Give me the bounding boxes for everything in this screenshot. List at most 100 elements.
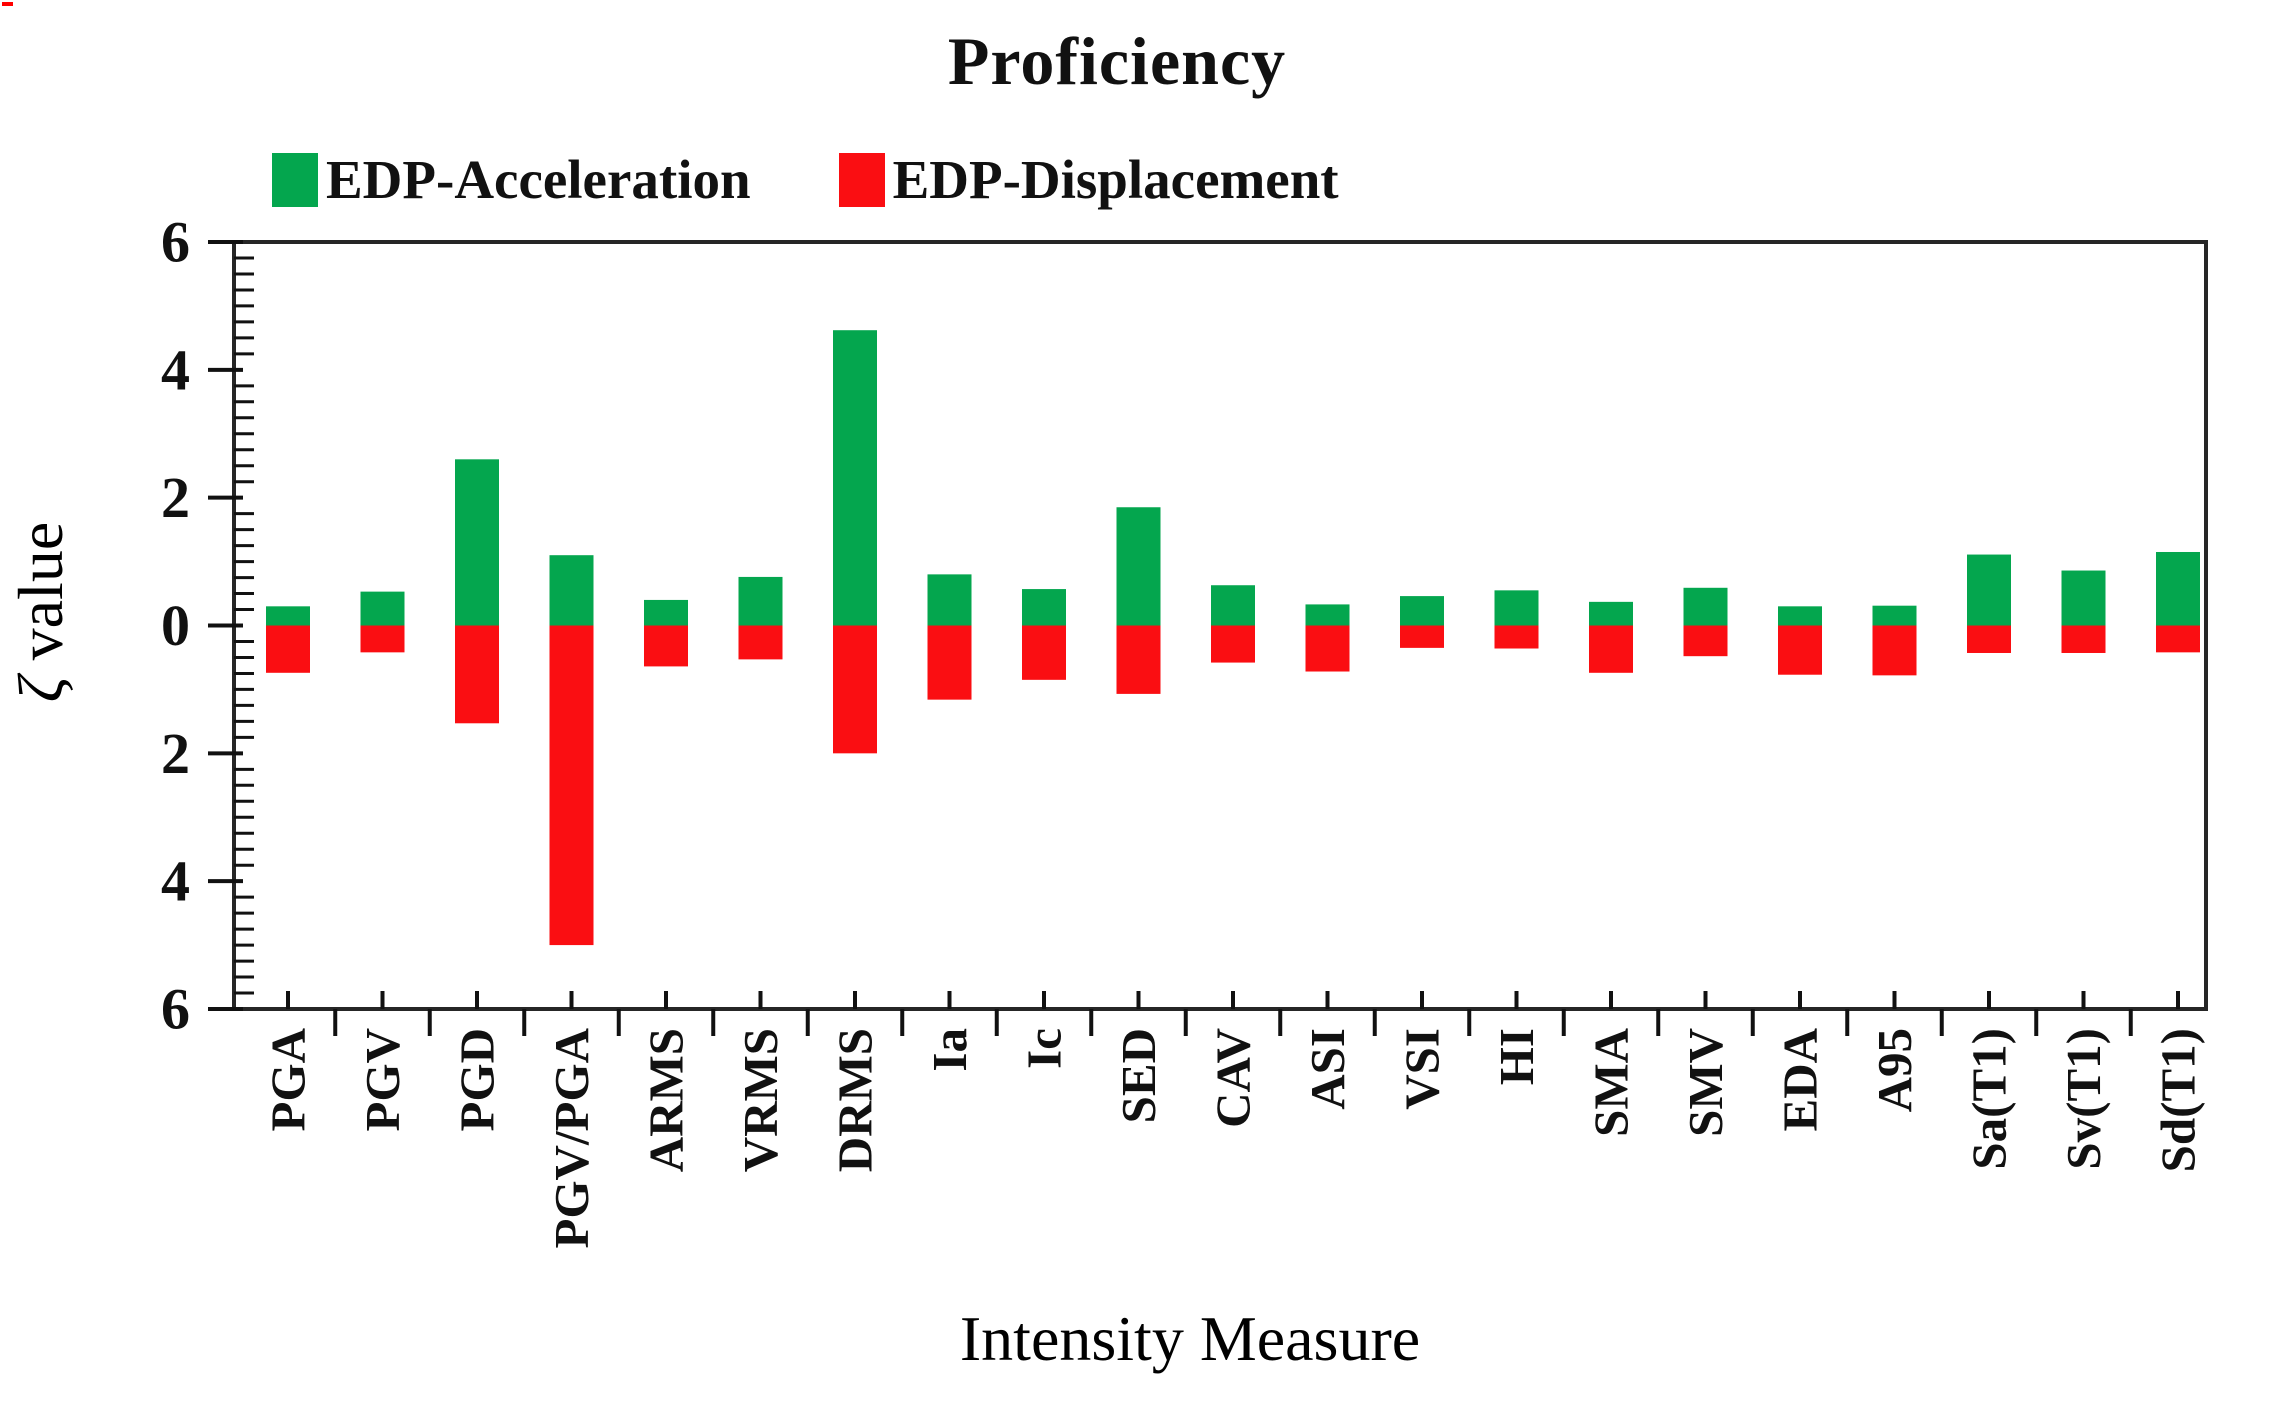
bar-pair-Sv(T1) — [2061, 570, 2106, 653]
x-tick-label-CAV: CAV — [1206, 1028, 1261, 1128]
bar-pair-PGV — [360, 591, 405, 653]
bar-displacement-SMV — [1683, 625, 1728, 657]
bar-pair-HI — [1494, 590, 1539, 649]
legend-label-acceleration: EDP-Acceleration — [326, 149, 751, 210]
x-tick-label-PGD: PGD — [450, 1028, 505, 1131]
bar-displacement-PGD — [455, 625, 499, 724]
bar-acceleration-PGV — [360, 591, 405, 626]
bar-pair-Sd(T1) — [2156, 551, 2200, 653]
x-tick-label-PGV/PGA: PGV/PGA — [544, 1027, 599, 1248]
y-axis-title-text: value — [5, 522, 76, 677]
x-tick-label-SMV: SMV — [1678, 1028, 1733, 1137]
x-tick-label-HI: HI — [1489, 1028, 1544, 1085]
bar-pair-PGV/PGA — [549, 555, 594, 946]
bar-displacement-ASI — [1305, 625, 1350, 672]
y-tick-label--6: 6 — [161, 977, 190, 1042]
bar-displacement-CAV — [1211, 625, 1255, 663]
axis-ticks-group — [208, 240, 2180, 1036]
bar-displacement-EDA — [1778, 625, 1822, 675]
bar-pair-SMA — [1589, 601, 1633, 673]
legend-swatch-displacement — [838, 152, 885, 207]
bar-pair-A95 — [1872, 605, 1917, 676]
axis-tick-labels-group: 6 4 2 0 2 4 6 PGA PGV PGD PGV/PGA ARMS VRMS DRMS Ia Ic S… — [161, 210, 2206, 1249]
bar-displacement-A95 — [1872, 625, 1917, 676]
bar-acceleration-EDA — [1778, 606, 1822, 626]
x-tick-label-Sa(T1): Sa(T1) — [1962, 1028, 2017, 1170]
y-axis-symbol: ζ — [5, 672, 76, 702]
bar-displacement-SED — [1116, 625, 1161, 694]
legend-swatch-acceleration — [272, 152, 318, 207]
corner-artifact-mark — [2, 2, 13, 6]
y-tick-label--2: 2 — [161, 721, 190, 786]
bar-pair-SED — [1116, 507, 1161, 694]
bar-displacement-PGV — [360, 625, 405, 653]
x-tick-label-ARMS: ARMS — [639, 1028, 694, 1172]
y-tick-label-0: 0 — [161, 593, 190, 658]
x-tick-label-A95: A95 — [1867, 1028, 1922, 1112]
x-tick-label-SMA: SMA — [1584, 1027, 1639, 1137]
bar-acceleration-CAV — [1211, 585, 1255, 626]
bar-acceleration-VSI — [1400, 596, 1444, 626]
bar-displacement-VRMS — [738, 625, 783, 660]
x-tick-label-SED: SED — [1111, 1028, 1166, 1123]
bar-displacement-Sa(T1) — [1967, 625, 2011, 653]
bar-displacement-ARMS — [644, 625, 688, 667]
legend: EDP-Acceleration EDP-Displacement — [272, 148, 1339, 211]
bar-acceleration-Ic — [1022, 589, 1066, 626]
x-tick-label-PGA: PGA — [261, 1027, 316, 1131]
y-tick-label-4: 4 — [161, 337, 190, 402]
y-tick-label-2: 2 — [161, 465, 190, 530]
bar-displacement-Sd(T1) — [2156, 625, 2200, 653]
x-tick-label-Sv(T1): Sv(T1) — [2056, 1028, 2111, 1170]
legend-item-acceleration: EDP-Acceleration — [272, 148, 751, 211]
bar-pair-VRMS — [738, 576, 783, 660]
x-tick-label-DRMS: DRMS — [828, 1028, 883, 1172]
bar-pair-PGD — [455, 459, 499, 724]
bar-pair-EDA — [1778, 606, 1822, 675]
bar-acceleration-SMA — [1589, 601, 1633, 626]
bar-displacement-Ic — [1022, 625, 1066, 680]
bar-displacement-HI — [1494, 625, 1539, 649]
bar-acceleration-Sd(T1) — [2156, 551, 2200, 626]
bar-pair-Ic — [1022, 589, 1066, 680]
bars-group — [266, 330, 2200, 946]
bar-acceleration-HI — [1494, 590, 1539, 626]
bar-acceleration-SMV — [1683, 587, 1728, 626]
bar-acceleration-A95 — [1872, 605, 1917, 626]
bar-pair-SMV — [1683, 587, 1728, 657]
bar-acceleration-PGD — [455, 459, 499, 626]
bar-pair-DRMS — [833, 330, 877, 754]
y-tick-label-6: 6 — [161, 210, 190, 275]
x-axis-title: Intensity Measure — [960, 1303, 1420, 1374]
bar-acceleration-Sa(T1) — [1967, 554, 2011, 626]
bar-pair-ASI — [1305, 604, 1350, 672]
bar-acceleration-Ia — [927, 574, 972, 626]
bar-acceleration-Sv(T1) — [2061, 570, 2106, 626]
bar-displacement-VSI — [1400, 625, 1444, 648]
bar-acceleration-PGV/PGA — [549, 555, 594, 626]
x-tick-label-VRMS: VRMS — [733, 1028, 788, 1172]
bar-displacement-SMA — [1589, 625, 1633, 673]
x-tick-label-Ic: Ic — [1017, 1028, 1072, 1069]
legend-item-displacement: EDP-Displacement — [838, 148, 1339, 211]
bar-displacement-Sv(T1) — [2061, 625, 2106, 653]
bar-acceleration-DRMS — [833, 330, 877, 626]
bar-displacement-PGV/PGA — [549, 625, 594, 946]
bar-acceleration-ASI — [1305, 604, 1350, 626]
bar-displacement-DRMS — [833, 625, 877, 754]
bar-pair-Sa(T1) — [1967, 554, 2011, 653]
x-tick-label-Ia: Ia — [922, 1028, 977, 1072]
bar-acceleration-PGA — [266, 606, 310, 626]
bar-pair-VSI — [1400, 596, 1444, 648]
bar-acceleration-ARMS — [644, 599, 688, 626]
bar-pair-CAV — [1211, 585, 1255, 663]
x-tick-label-PGV: PGV — [355, 1028, 410, 1131]
x-tick-label-ASI: ASI — [1300, 1028, 1355, 1110]
legend-label-displacement: EDP-Displacement — [892, 149, 1339, 210]
bar-pair-PGA — [266, 606, 310, 673]
bar-pair-Ia — [927, 574, 972, 700]
x-tick-label-EDA: EDA — [1773, 1027, 1828, 1131]
bar-acceleration-SED — [1116, 507, 1161, 626]
x-tick-label-Sd(T1): Sd(T1) — [2151, 1028, 2206, 1172]
